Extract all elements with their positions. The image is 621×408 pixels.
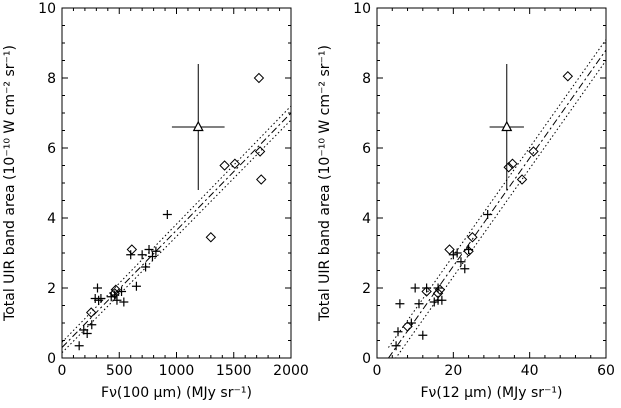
- panel-left: 0 500 1000 1500 2000 0 2 4 6 8 10 Fν(100 μm) (MJy s…: [2, 1, 309, 401]
- x-tick-label: 0: [58, 363, 67, 379]
- y-tick-label: 10: [38, 1, 56, 17]
- diamond-marker: [219, 160, 230, 171]
- diamond-marker: [503, 162, 514, 173]
- x-tick-label: 60: [597, 363, 615, 379]
- y-tick-label: 2: [362, 281, 371, 297]
- plus-marker: [144, 245, 154, 254]
- x-tick-label: 40: [521, 363, 539, 379]
- plus-marker: [460, 264, 470, 274]
- plus-marker: [422, 283, 432, 293]
- diamond-marker: [421, 286, 432, 297]
- y-tick-label: 0: [362, 351, 371, 367]
- plus-marker: [74, 341, 84, 351]
- plus-marker: [87, 320, 97, 330]
- plus-marker: [414, 299, 424, 309]
- fit-lines: [388, 39, 606, 358]
- plus-marker: [92, 283, 102, 293]
- x-tick-label: 1000: [159, 363, 195, 379]
- plus-marker: [391, 341, 401, 351]
- plus-marker: [151, 246, 161, 256]
- y-tick-label: 8: [362, 71, 371, 87]
- plus-marker: [141, 262, 151, 272]
- plus-marker: [112, 295, 122, 305]
- diamond-marker: [229, 158, 241, 169]
- plus-marker: [456, 257, 466, 267]
- diamond-marker: [256, 174, 267, 185]
- diamond-marker: [110, 284, 122, 295]
- y-axis-label: Total UIR band area (10⁻¹⁰ W cm⁻² sr⁻¹): [317, 45, 333, 322]
- diamond-marker: [85, 307, 97, 318]
- plus-marker: [395, 299, 405, 309]
- fit-lines: [62, 105, 291, 354]
- plus-marker: [126, 250, 136, 260]
- plot-frame: [61, 7, 292, 359]
- y-tick-label: 0: [47, 351, 56, 367]
- y-tick-label: 6: [47, 141, 56, 157]
- x-tick-label: 1500: [216, 363, 252, 379]
- diamond-marker: [205, 232, 217, 243]
- diamond-marker: [444, 244, 455, 255]
- triangle-marker: [501, 120, 513, 132]
- fit-band-lower: [395, 60, 606, 358]
- plus-marker: [119, 297, 129, 307]
- diamond-marker: [253, 72, 265, 84]
- plus-marker: [429, 297, 439, 307]
- y-axis-label: Total UIR band area (10⁻¹⁰ W cm⁻² sr⁻¹): [2, 45, 18, 322]
- y-tick-label: 4: [47, 211, 56, 227]
- x-tick-label: 0: [373, 363, 382, 379]
- plus-marker: [437, 295, 447, 305]
- fit-line: [388, 49, 606, 358]
- plus-marker: [433, 283, 443, 293]
- y-tick-label: 10: [353, 1, 371, 17]
- diamond-marker: [516, 174, 528, 185]
- plus-marker: [393, 327, 403, 337]
- x-axis-label: Fν(12 μm) (MJy sr⁻¹): [421, 385, 563, 401]
- plus-marker: [131, 281, 141, 291]
- x-axis-label: Fν(100 μm) (MJy sr⁻¹): [101, 385, 252, 401]
- triangle-marker: [192, 120, 204, 132]
- y-tick-label: 4: [362, 211, 371, 227]
- plus-marker: [448, 250, 458, 260]
- fit-band-lower: [62, 119, 291, 354]
- fit-line: [62, 112, 291, 348]
- diamond-marker: [434, 284, 446, 295]
- diamond-marker: [402, 321, 413, 332]
- fit-band-upper: [388, 39, 606, 348]
- y-tick-label: 6: [362, 141, 371, 157]
- plot-frame: [376, 7, 607, 359]
- plus-marker: [96, 294, 106, 303]
- diamond-marker: [126, 244, 138, 255]
- plus-marker: [147, 252, 157, 261]
- diamond-marker: [467, 232, 478, 243]
- plus-marker: [137, 250, 147, 260]
- plus-marker: [94, 295, 104, 305]
- x-tick-label: 20: [444, 363, 462, 379]
- diamond-marker: [528, 146, 539, 157]
- y-tick-label: 2: [47, 281, 56, 297]
- plus-marker: [418, 330, 428, 340]
- plus-marker: [452, 248, 462, 258]
- y-tick-label: 8: [47, 71, 56, 87]
- diamond-marker: [254, 146, 266, 157]
- plus-marker: [162, 210, 172, 219]
- diamond-marker: [562, 71, 574, 82]
- diamond-marker: [463, 246, 474, 257]
- diamond-marker: [507, 158, 518, 169]
- fit-band-upper: [62, 105, 291, 343]
- diamond-marker: [432, 288, 444, 299]
- x-tick-label: 500: [106, 363, 133, 379]
- plus-marker: [82, 329, 92, 338]
- panel-right: 0 20 40 60 0 2 4 6 8 10 Fν(12 μm) (MJy sr⁻¹) Total …: [317, 1, 615, 401]
- plus-marker: [483, 210, 493, 219]
- x-tick-label: 2000: [273, 363, 309, 379]
- plus-marker: [410, 283, 420, 293]
